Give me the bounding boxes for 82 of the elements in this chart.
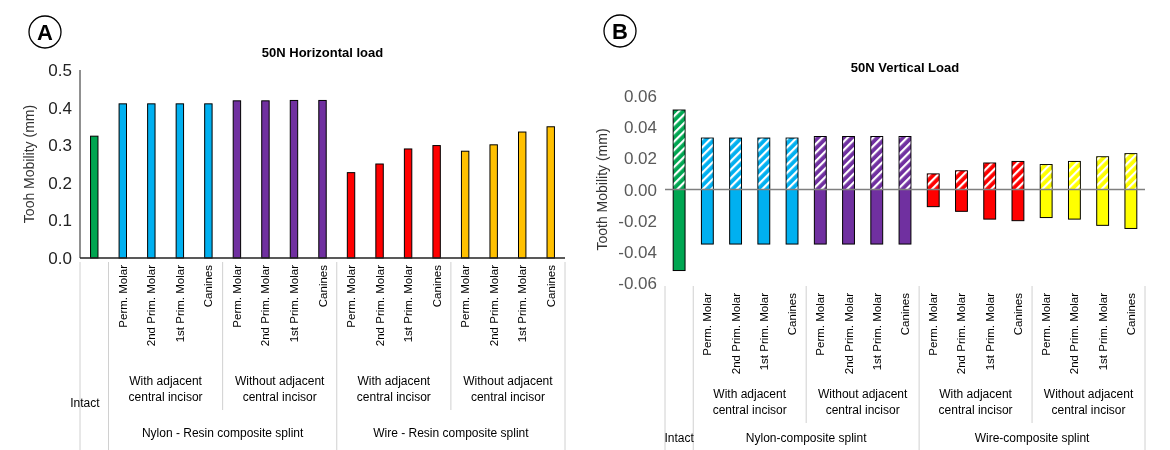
bar xyxy=(175,103,185,259)
text: Without adjacent central incisor xyxy=(817,387,908,417)
y-tick-label: 0.2 xyxy=(48,173,72,193)
x-tick-label: Canines xyxy=(899,292,911,336)
y-tick-label: 0.5 xyxy=(48,61,72,80)
bar xyxy=(460,150,470,259)
chart-title: 50N Horizontal load xyxy=(261,45,384,60)
x-tick-label: Perm. Molar xyxy=(814,292,827,356)
x-tick-label: 1st Prim. Molar xyxy=(870,292,883,371)
x-tick-label: 1st Prim. Molar xyxy=(1096,292,1109,371)
x-tick-label: 2nd Prim. Molar xyxy=(373,264,386,347)
x-tick-label: Perm. Molar xyxy=(459,264,472,328)
y-tick-label: 0.0 xyxy=(48,249,72,268)
bar xyxy=(403,148,413,259)
bar xyxy=(289,99,299,259)
y-tick-label: 0.04 xyxy=(623,118,657,138)
y-tick-label: 0.06 xyxy=(623,87,657,106)
x-tick-label: 1st Prim. Molar xyxy=(287,264,300,343)
x-tick-label: Perm. Molar xyxy=(927,292,940,356)
text: With adjacent central incisor xyxy=(128,374,203,404)
bar xyxy=(375,163,384,259)
y-tick-label: -0.02 xyxy=(618,211,657,231)
x-tick-label: 1st Prim. Molar xyxy=(402,264,415,343)
y-tick-label: 0.3 xyxy=(48,136,72,156)
x-tick-label: Canines xyxy=(316,264,329,308)
x-tick-label: 1st Prim. Molar xyxy=(173,264,186,343)
text: A xyxy=(37,20,54,45)
x-tick-label: Perm. Molar xyxy=(345,264,358,328)
text: Intact xyxy=(664,431,695,445)
bar xyxy=(318,99,327,259)
x-tick-label: 2nd Prim. Molar xyxy=(1068,292,1081,375)
bar xyxy=(546,126,555,259)
y-tick-label: 0.4 xyxy=(48,98,72,118)
y-tick-label: 0.1 xyxy=(48,211,72,231)
bar xyxy=(118,103,127,259)
x-tick-label: 1st Prim. Molar xyxy=(516,264,529,343)
x-tick-label: 2nd Prim. Molar xyxy=(259,264,272,347)
y-axis-title: Tooth Mobility (mm) xyxy=(594,128,610,251)
bar xyxy=(518,131,527,259)
bar xyxy=(432,145,441,259)
x-tick-label: 2nd Prim. Molar xyxy=(487,264,500,347)
bar xyxy=(232,100,242,259)
x-tick-label: Canines xyxy=(786,292,799,336)
text: B xyxy=(612,19,628,44)
x-tick-label: 1st Prim. Molar xyxy=(983,292,996,371)
bar xyxy=(346,172,356,259)
bar xyxy=(204,103,213,259)
text: Without adjacent central incisor xyxy=(1043,387,1134,417)
y-axis-title: Tooh Mobility (mm) xyxy=(21,104,37,224)
text: Without adjacent central incisor xyxy=(235,374,326,404)
y-tick-label: -0.06 xyxy=(618,274,657,293)
text: With adjacent central incisor xyxy=(712,387,787,417)
text: With adjacent central incisor xyxy=(356,374,431,404)
x-tick-label: 1st Prim. Molar xyxy=(757,292,770,371)
bar xyxy=(489,144,498,259)
x-tick-label: Canines xyxy=(430,264,443,308)
text: Without adjacent central incisor xyxy=(463,374,554,404)
text: Nylon-composite splint xyxy=(745,431,868,445)
bar xyxy=(90,135,99,259)
x-tick-label: Canines xyxy=(544,264,557,308)
x-tick-label: 2nd Prim. Molar xyxy=(955,292,968,375)
x-tick-label: Perm. Molar xyxy=(230,264,243,328)
x-tick-label: Perm. Molar xyxy=(116,264,129,328)
x-tick-label: Canines xyxy=(1124,292,1137,336)
text: Nylon - Resin composite splint xyxy=(141,426,305,440)
bar xyxy=(261,100,270,259)
text: With adjacent central incisor xyxy=(938,387,1013,417)
text: Wire-composite splint xyxy=(974,431,1091,445)
x-tick-label: 2nd Prim. Molar xyxy=(729,292,742,375)
x-tick-label: 2nd Prim. Molar xyxy=(145,264,158,347)
x-tick-label: Canines xyxy=(1011,292,1024,336)
x-tick-label: Canines xyxy=(202,264,215,308)
chart-title: 50N Vertical Load xyxy=(850,60,960,75)
x-tick-label: 2nd Prim. Molar xyxy=(842,292,855,375)
x-tick-label: Perm. Molar xyxy=(701,292,714,356)
y-tick-label: 0.02 xyxy=(623,149,657,169)
text: Wire - Resin composite splint xyxy=(373,426,530,440)
y-tick-label: -0.04 xyxy=(618,242,657,262)
y-tick-label: 0.00 xyxy=(623,180,657,200)
text: Intact xyxy=(70,396,101,410)
x-tick-label: Perm. Molar xyxy=(1040,292,1053,356)
bar xyxy=(147,103,156,259)
